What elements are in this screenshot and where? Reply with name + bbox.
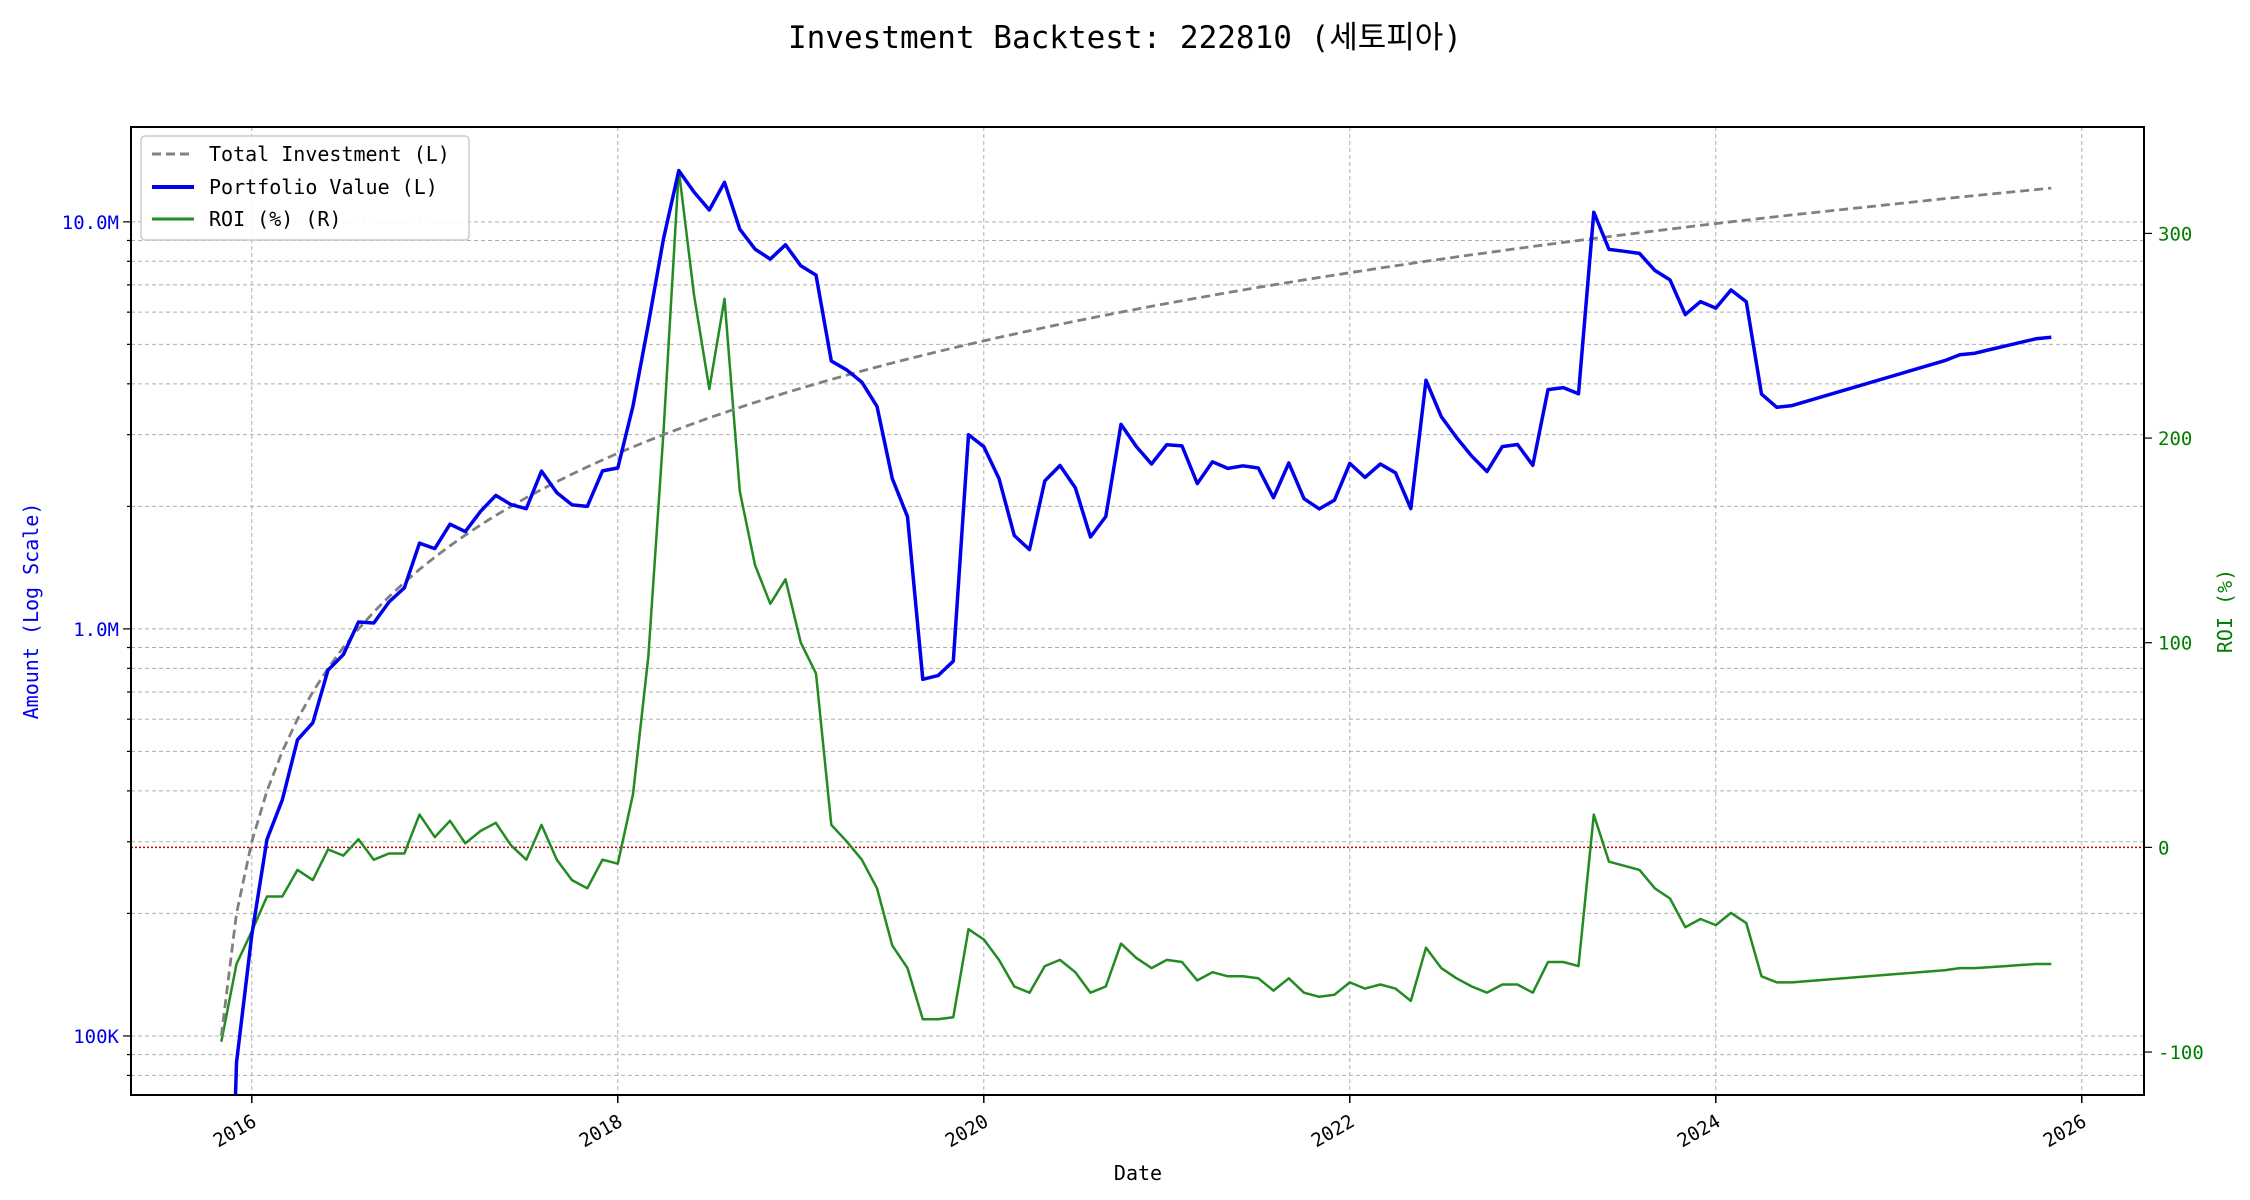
series-lines — [219, 168, 2052, 1096]
total-investment-line — [219, 186, 2052, 1037]
right-axis-ticks: -100 0 100 200 300 — [2144, 223, 2204, 1064]
legend-label-roi: ROI (%) (R) — [209, 207, 341, 231]
legend-label-portfolio: Portfolio Value (L) — [209, 175, 438, 199]
chart-title: Investment Backtest: 222810 (세토피아) — [788, 20, 1462, 56]
left-tick-label: 10.0M — [62, 212, 119, 234]
x-tick-label: 2020 — [942, 1110, 993, 1152]
x-axis-label: Date — [1114, 1161, 1162, 1185]
left-tick-label: 100K — [73, 1026, 119, 1048]
left-tick-label: 1.0M — [73, 619, 119, 641]
right-tick-label: -100 — [2158, 1042, 2204, 1064]
legend-box — [140, 135, 470, 241]
x-tick-label: 2018 — [576, 1110, 627, 1152]
portfolio-value-line — [233, 168, 2052, 1096]
roi-line — [220, 168, 2052, 1043]
x-tick-label: 2016 — [210, 1110, 261, 1152]
grid-lines — [131, 127, 2144, 1095]
right-tick-label: 200 — [2158, 428, 2192, 450]
x-tick-label: 2022 — [1308, 1110, 1359, 1152]
left-axis-ticks: 100K 1.0M 10.0M — [62, 212, 131, 1076]
right-axis-label: ROI (%) — [2213, 569, 2237, 653]
right-tick-label: 300 — [2158, 223, 2192, 245]
left-axis-label: Amount (Log Scale) — [19, 503, 43, 720]
legend-label-investment: Total Investment (L) — [209, 142, 450, 166]
x-tick-label: 2026 — [2040, 1110, 2091, 1152]
legend: Total Investment (L) Portfolio Value (L)… — [140, 135, 470, 241]
right-tick-label: 100 — [2158, 633, 2192, 655]
plot-area-frame — [130, 126, 2145, 1096]
x-axis-ticks: 2016 2018 2020 2022 2024 2026 — [210, 1095, 2091, 1152]
x-tick-label: 2024 — [1674, 1110, 1725, 1152]
right-tick-label: 0 — [2158, 837, 2169, 859]
